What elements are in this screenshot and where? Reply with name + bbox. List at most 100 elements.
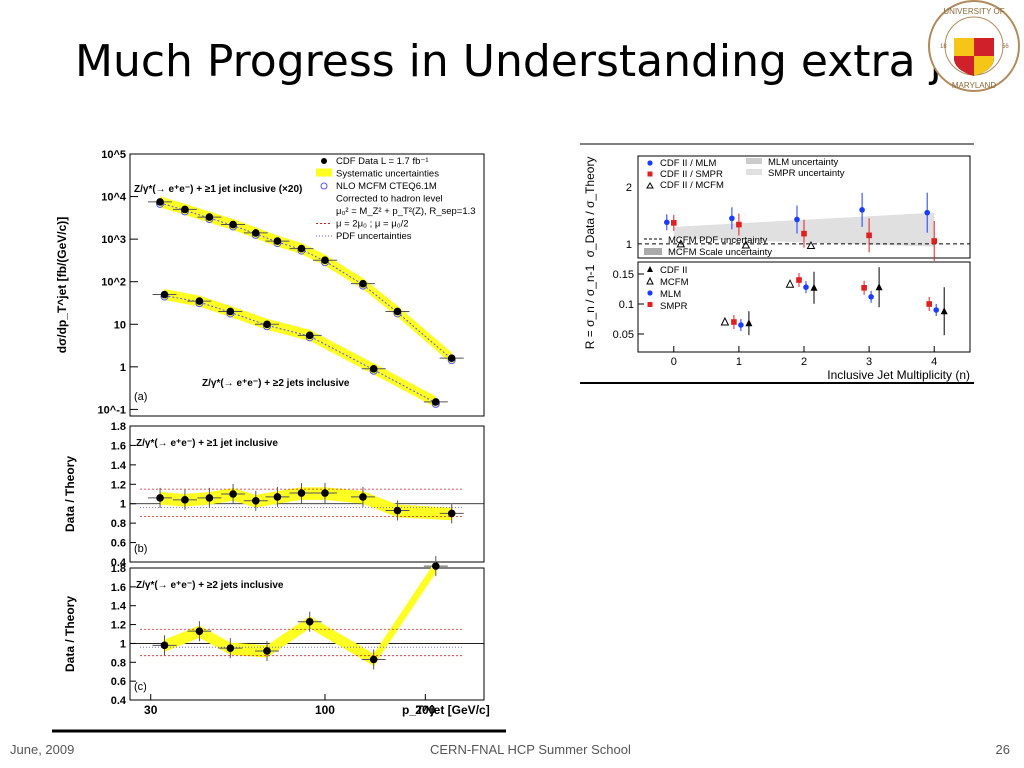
r2-xtick-label: 1 xyxy=(736,356,742,368)
r1-legend-scale-swatch xyxy=(644,248,662,255)
r1-mlm-point xyxy=(859,207,865,213)
r1-ylabel: σ_Data / σ_Theory xyxy=(583,157,597,258)
seal-year-right: 56 xyxy=(1002,44,1009,50)
ratio-ytick-label: 1.4 xyxy=(111,601,127,613)
seal-text-bottom: MARYLAND xyxy=(952,81,997,90)
legend-entry: μ = 2μ₀ ; μ = μ₀/2 xyxy=(336,219,409,230)
ratio-ytick-label: 0.8 xyxy=(111,657,126,669)
ratio-data-point xyxy=(393,506,402,515)
ratio-ylabel: Data / Theory xyxy=(63,456,77,532)
panel-a-ytick-label: 10^-1 xyxy=(98,404,126,416)
r1-mcfm-point xyxy=(676,239,686,248)
r2-mcfm-point xyxy=(720,316,730,326)
r1-legend-smpr-unc-swatch xyxy=(746,169,762,175)
r1-smpr-point xyxy=(801,230,807,237)
r2-legend-entry: MCFM xyxy=(660,277,689,288)
ratio-data-point xyxy=(369,655,378,664)
legend-entry: PDF uncertainties xyxy=(336,231,412,242)
panel-a-data-point xyxy=(160,290,169,299)
panel-a-data-point xyxy=(447,354,456,362)
ratio-ytick-label: 1.4 xyxy=(111,460,127,472)
panel-a-data-point xyxy=(273,237,282,245)
panel-a-data-point xyxy=(205,213,214,221)
panel-a-data-point xyxy=(305,331,314,340)
panel-a-data-point xyxy=(263,320,271,329)
r2-cdf-point xyxy=(875,283,883,291)
cdf-zjets-figure: 10^5 10^4 10^3 10^2 10 1 10^-1 dσ/dp_T^jet [fb/… xyxy=(52,134,506,734)
r2-ytick-label: 0.1 xyxy=(619,299,634,311)
r1-smpr-point xyxy=(736,221,742,228)
ratio-data-point xyxy=(160,641,169,650)
r1-legend-entry: CDF II / MLM xyxy=(660,158,717,169)
panel-a-data-point xyxy=(251,229,260,237)
r2-xtick-label: 3 xyxy=(866,356,872,368)
r1-legend-mlm-marker xyxy=(647,160,653,166)
ratio-data-point xyxy=(195,627,204,635)
legend-entry: Systematic uncertainties xyxy=(336,169,439,180)
r1-ytick-label: 2 xyxy=(626,182,632,194)
r2-legend-smpr-marker xyxy=(647,302,653,307)
ratio-data-point xyxy=(229,490,237,498)
ratio-data-point xyxy=(447,509,456,518)
ratio-panel-label: (c) xyxy=(134,681,147,693)
r2-smpr-point xyxy=(731,319,737,325)
panel-a-frame xyxy=(129,153,485,417)
panel-a-syst-band xyxy=(160,196,452,364)
panel-a-ytick-label: 10^3 xyxy=(101,234,126,246)
r2-cdf-point xyxy=(745,319,753,327)
r1-legend-smpr-marker xyxy=(647,171,653,177)
r1-smpr-point xyxy=(866,232,872,239)
r2-ylabel: R = σ_n / σ_n-1 xyxy=(583,264,597,349)
panel-a-data-point xyxy=(229,220,237,229)
panel-a-data-point xyxy=(321,256,329,264)
panel-a-ylabel: dσ/dp_T^jet [fb/(GeV/c)] xyxy=(55,217,69,354)
ratio-ytick-label: 0.6 xyxy=(111,538,126,550)
panel-a-ytick-label: 1 xyxy=(120,362,126,374)
panel-a-label-1jet: Z/γ*(→ e⁺e⁻) + ≥1 jet inclusive (×20) xyxy=(134,184,302,195)
panel-a-ytick-label: 10^4 xyxy=(101,192,127,204)
r1-mlm-point xyxy=(924,209,930,216)
ratio-data-point xyxy=(359,493,367,501)
panel-a-ytick-label: 10^5 xyxy=(101,149,126,161)
ratio-process-label: Z/γ*(→ e⁺e⁻) + ≥1 jet inclusive xyxy=(136,438,278,449)
seal-year-left: 18 xyxy=(940,44,947,50)
ratio-data-point xyxy=(431,562,440,570)
r2-cdf-point xyxy=(810,283,818,291)
r2-smpr-point xyxy=(861,285,867,291)
r2-ytick-label: 0.05 xyxy=(613,329,634,341)
panel-a-ytick-label: 10 xyxy=(114,319,126,331)
panel-a-data-point xyxy=(156,198,164,206)
legend-syst-swatch xyxy=(316,168,332,177)
panel-a-data-point xyxy=(181,205,189,214)
university-seal: UNIVERSITY OF MARYLAND 18 56 xyxy=(928,0,1020,92)
r2-xlabel: Inclusive Jet Multiplicity (n) xyxy=(827,368,970,382)
r2-legend-entry: SMPR xyxy=(660,301,688,312)
legend-nlo-marker xyxy=(320,182,328,190)
legend-data-marker xyxy=(321,158,327,164)
legend-entry: NLO MCFM CTEQ6.1M xyxy=(336,181,437,192)
ratio-data-point xyxy=(273,493,282,501)
r2-xtick-label: 4 xyxy=(931,356,937,368)
panel-a-data-point xyxy=(226,307,235,316)
ratio-xtick-label: 30 xyxy=(144,703,158,717)
panel-a-label-2jet: Z/γ*(→ e⁺e⁻) + ≥2 jets inclusive xyxy=(202,378,350,389)
ratio-frame xyxy=(129,425,485,563)
r1-legend-entry: MLM uncertainty xyxy=(768,157,838,168)
ratio-data-point xyxy=(297,489,306,497)
panel-a-data-point xyxy=(431,398,440,406)
footer-date: June, 2009 xyxy=(10,742,75,757)
ratio-process-label: Z/γ*(→ e⁺e⁻) + ≥2 jets inclusive xyxy=(136,580,284,591)
ratio-ytick-label: 1.2 xyxy=(111,620,126,632)
ratio-ytick-label: 1.8 xyxy=(111,563,126,575)
r2-legend-entry: MLM xyxy=(660,289,681,300)
panel-a-data-point xyxy=(369,364,378,373)
r2-legend-entry: CDF II xyxy=(660,265,687,276)
panel-a-data-point xyxy=(393,307,402,316)
r1-legend-entry: MCFM Scale uncertainty xyxy=(668,247,772,258)
slide-title: Much Progress in Understanding extra jet… xyxy=(75,36,1010,87)
ratio-ytick-label: 1.2 xyxy=(111,479,126,491)
r1-mlm-point xyxy=(664,219,670,226)
panel-a-ytick-label: 10^2 xyxy=(101,277,126,289)
ratio-ytick-label: 1 xyxy=(120,499,126,511)
ratio-ytick-label: 0.4 xyxy=(111,695,127,707)
